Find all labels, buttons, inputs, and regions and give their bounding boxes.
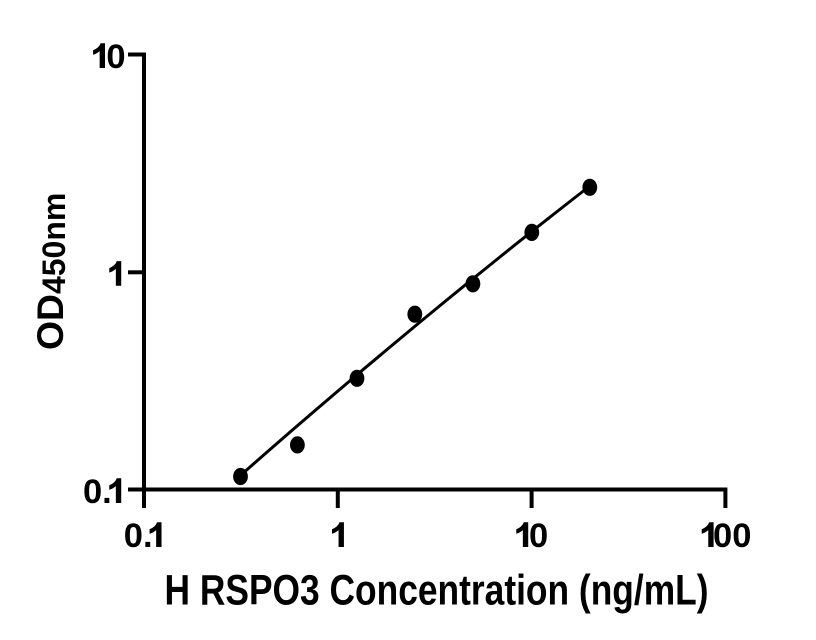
svg-text:H RSPO3 Concentration (ng/mL): H RSPO3 Concentration (ng/mL)	[165, 568, 709, 615]
svg-text:00: 00	[713, 517, 751, 555]
svg-text:0: 0	[529, 517, 548, 555]
svg-text:0: 0	[106, 38, 125, 76]
svg-text:0.: 0.	[124, 517, 153, 555]
svg-text:OD450nm: OD450nm	[29, 193, 72, 350]
svg-text:0.: 0.	[83, 473, 112, 511]
